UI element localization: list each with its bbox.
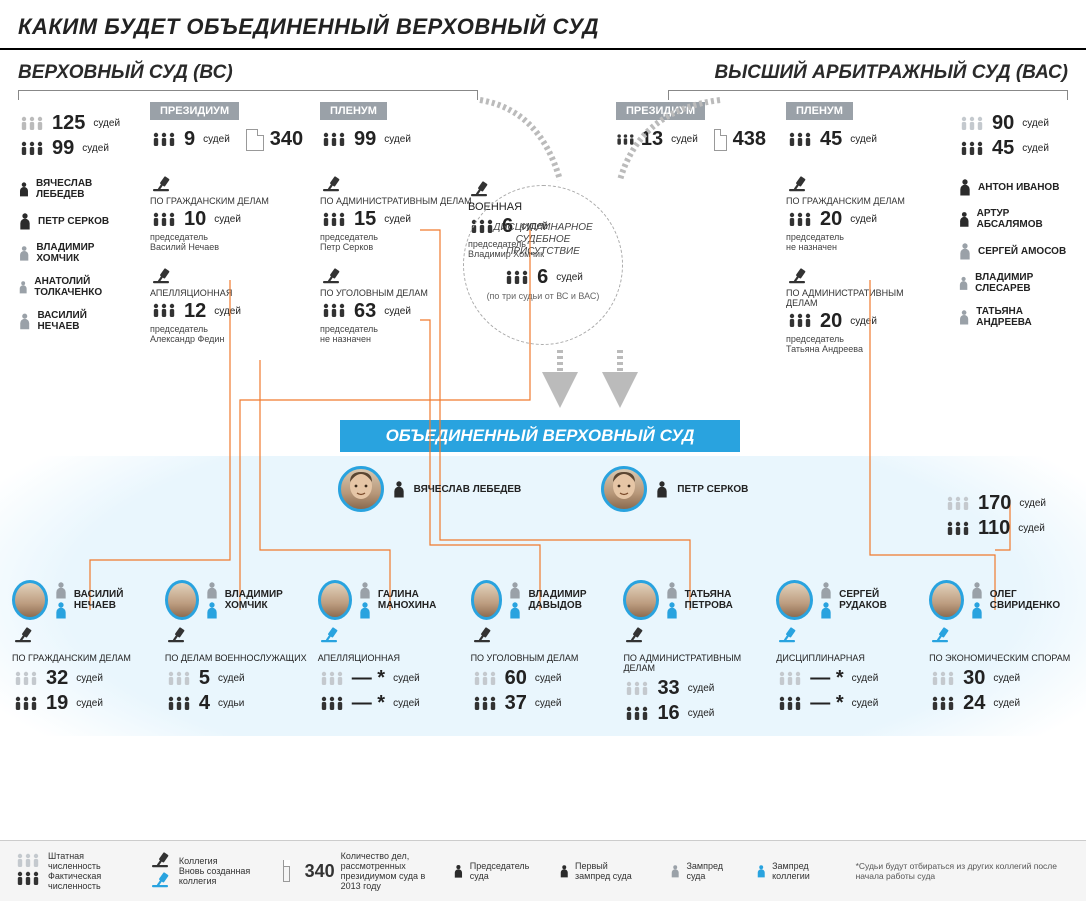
vas-title: ВЫСШИЙ АРБИТРАЖНЫЙ СУД (ВАС)	[714, 62, 1068, 84]
unified-coll-6: ОЛЕГ СВИРИДЕНКО ПО ЭКОНОМИЧЕСКИМ СПОРАМ …	[929, 580, 1074, 727]
coll-chair-icon	[358, 601, 372, 619]
coll-chair-icon	[205, 601, 219, 619]
gavel-icon	[776, 626, 800, 644]
portrait-icon	[12, 580, 48, 620]
vas-presidium-stat: 13судей 438	[616, 128, 766, 151]
coll-chair-icon	[665, 601, 679, 619]
vs-coll-civil: ПО ГРАЖДАНСКИМ ДЕЛАМ 10судей председател…	[150, 175, 303, 253]
vas-people: АНТОН ИВАНОВ АРТУР АБСАЛЯМОВ СЕРГЕЙ АМОС…	[958, 178, 1068, 328]
gavel-icon	[929, 626, 953, 644]
deputy-icon	[819, 581, 833, 599]
gavel-icon	[12, 626, 36, 644]
portrait-icon	[318, 580, 352, 620]
unified-coll-0: ВАСИЛИЙ НЕЧАЕВ ПО ГРАЖДАНСКИМ ДЕЛАМ 32су…	[12, 580, 157, 727]
vas-coll-civil: ПО ГРАЖДАНСКИМ ДЕЛАМ 20судей председател…	[786, 175, 936, 253]
vas-coll-admin: ПО АДМИНИСТРАТИВНЫМ ДЕЛАМ 20судей предсе…	[786, 267, 936, 355]
portrait-icon	[623, 580, 658, 620]
portrait-icon	[776, 580, 813, 620]
deputy-icon	[665, 581, 679, 599]
vs-presidium-stat: 9судей 340	[150, 128, 303, 151]
coll-chair-icon	[819, 601, 833, 619]
deputy-icon	[508, 581, 522, 599]
unified-coll-5: СЕРГЕЙ РУДАКОВ ДИСЦИПЛИНАРНАЯ — *судей —…	[776, 580, 921, 727]
vas-presidium-badge: ПРЕЗИДИУМ	[616, 102, 705, 120]
gavel-icon	[318, 626, 342, 644]
vas-actual: 45судей	[958, 137, 1068, 160]
coll-chair-icon	[508, 601, 522, 619]
page-title: КАКИМ БУДЕТ ОБЪЕДИНЕННЫЙ ВЕРХОВНЫЙ СУД	[0, 0, 1086, 50]
chair-icon	[392, 480, 406, 498]
unified-coll-4: ТАТЬЯНА ПЕТРОВА ПО АДМИНИСТРАТИВНЫМ ДЕЛА…	[623, 580, 768, 727]
vs-actual: 99судей	[18, 137, 128, 160]
unified-coll-1: ВЛАДИМИР ХОМЧИК ПО ДЕЛАМ ВОЕННОСЛУЖАЩИХ …	[165, 580, 310, 727]
gavel-icon	[623, 626, 647, 644]
coll-chair-icon	[54, 601, 68, 619]
vs-people: ВЯЧЕСЛАВ ЛЕБЕДЕВ ПЕТР СЕРКОВ ВЛАДИМИР ХО…	[18, 178, 128, 332]
vs-title: ВЕРХОВНЫЙ СУД (ВС)	[18, 62, 478, 84]
legend: Штатная численностьФактическая численнос…	[0, 840, 1086, 901]
vs-presidium-badge: ПРЕЗИДИУМ	[150, 102, 239, 120]
vas-plenum-stat: 45судей	[786, 128, 936, 151]
unified-banner: ОБЪЕДИНЕННЫЙ ВЕРХОВНЫЙ СУД	[340, 420, 740, 452]
vs-plenum-badge: ПЛЕНУМ	[320, 102, 387, 120]
vs-coll-appeal: АПЕЛЛЯЦИОННАЯ 12судей председательАлекса…	[150, 267, 303, 345]
vas-planned: 90судей	[958, 112, 1068, 135]
disciplinary-circle: ДИСЦИПЛИНАРНОЕСУДЕБНОЕПРИСУТСТВИЕ 6судей…	[463, 185, 623, 345]
deputy-icon	[358, 581, 372, 599]
portrait-icon	[471, 580, 503, 620]
portrait-icon	[929, 580, 964, 620]
portrait-serkov	[601, 466, 647, 512]
vs-plenum-stat: 99судей	[320, 128, 472, 151]
unified-totals: 170судей 110судей	[944, 490, 1046, 542]
unified-leaders: ВЯЧЕСЛАВ ЛЕБЕДЕВ ПЕТР СЕРКОВ	[0, 466, 1086, 512]
gavel-icon	[471, 626, 495, 644]
first-deputy-icon	[655, 480, 669, 498]
deputy-icon	[54, 581, 68, 599]
deputy-icon	[970, 581, 984, 599]
deputy-icon	[205, 581, 219, 599]
unified-coll-3: ВЛАДИМИР ДАВЫДОВ ПО УГОЛОВНЫМ ДЕЛАМ 60су…	[471, 580, 616, 727]
vs-coll-criminal: ПО УГОЛОВНЫМ ДЕЛАМ 63судей председательн…	[320, 267, 472, 345]
coll-chair-icon	[970, 601, 984, 619]
portrait-icon	[165, 580, 199, 620]
portrait-lebedev	[338, 466, 384, 512]
vs-coll-admin: ПО АДМИНИСТРАТИВНЫМ ДЕЛАМ 15судей предсе…	[320, 175, 472, 253]
vas-plenum-badge: ПЛЕНУМ	[786, 102, 853, 120]
unified-coll-2: ГАЛИНА МАНОХИНА АПЕЛЛЯЦИОННАЯ — *судей —…	[318, 580, 463, 727]
doc-icon	[246, 129, 264, 151]
doc-icon	[714, 129, 727, 151]
gavel-icon	[165, 626, 189, 644]
vs-planned: 125судей	[18, 112, 128, 135]
